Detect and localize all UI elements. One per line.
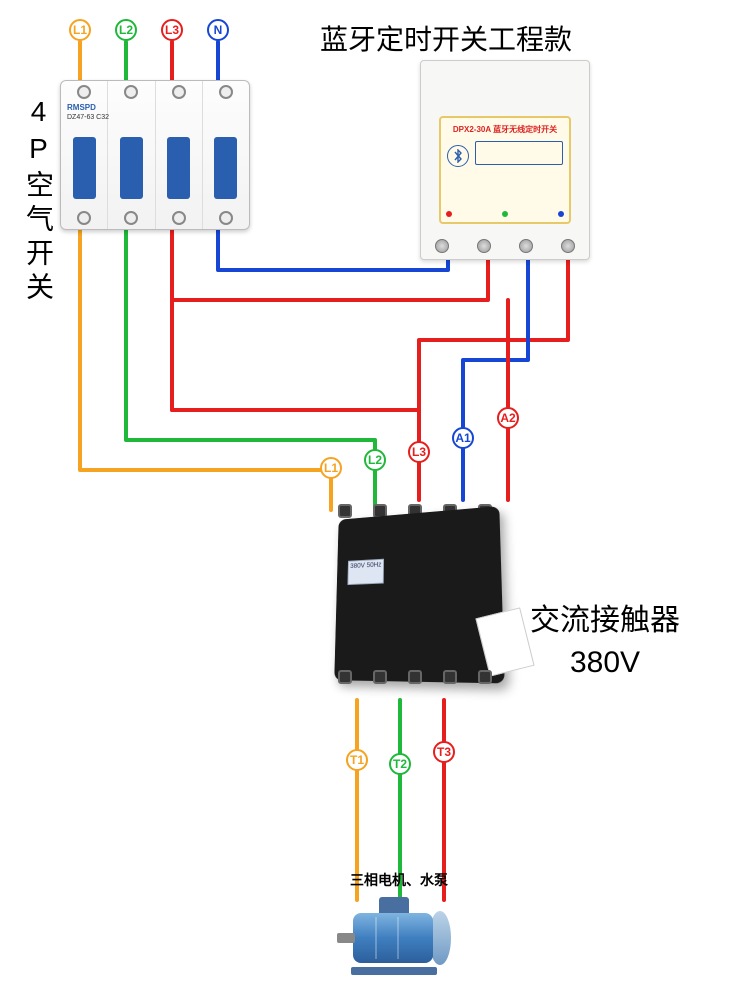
breaker-label: 4P空气开关 <box>18 96 58 306</box>
terminal-l3: L3 <box>408 441 430 463</box>
terminal-n: N <box>207 19 229 41</box>
air-breaker-4p: RMSPD DZ47-63 C32 <box>60 80 250 230</box>
contactor-label: 交流接触器 380V <box>530 600 680 684</box>
terminal-l3: L3 <box>161 19 183 41</box>
breaker-model: DZ47-63 C32 <box>67 114 109 121</box>
bluetooth-icon <box>447 145 469 167</box>
terminal-t1: T1 <box>346 749 368 771</box>
three-phase-motor <box>335 895 455 975</box>
contactor-voltage: 380V <box>530 642 680 684</box>
breaker-brand: RMSPD <box>67 103 96 112</box>
contactor-rating-tag: 380V 50Hz <box>347 559 384 585</box>
timer-model: DPX2-30A 蓝牙无线定时开关 <box>447 124 563 135</box>
status-led <box>558 211 564 217</box>
terminal-a2: A2 <box>497 407 519 429</box>
status-led <box>446 211 452 217</box>
ac-contactor: 380V 50Hz <box>310 490 520 700</box>
motor-label: 三相电机、水泵 <box>350 870 448 890</box>
contactor-label-text: 交流接触器 <box>530 600 680 642</box>
bluetooth-timer-switch: DPX2-30A 蓝牙无线定时开关 <box>420 60 590 260</box>
terminal-l1: L1 <box>320 457 342 479</box>
terminal-t3: T3 <box>433 741 455 763</box>
terminal-t2: T2 <box>389 753 411 775</box>
terminal-l2: L2 <box>115 19 137 41</box>
terminal-a1: A1 <box>452 427 474 449</box>
timer-title: 蓝牙定时开关工程款 <box>320 18 572 58</box>
terminal-l1: L1 <box>69 19 91 41</box>
status-led <box>502 211 508 217</box>
terminal-l2: L2 <box>364 449 386 471</box>
